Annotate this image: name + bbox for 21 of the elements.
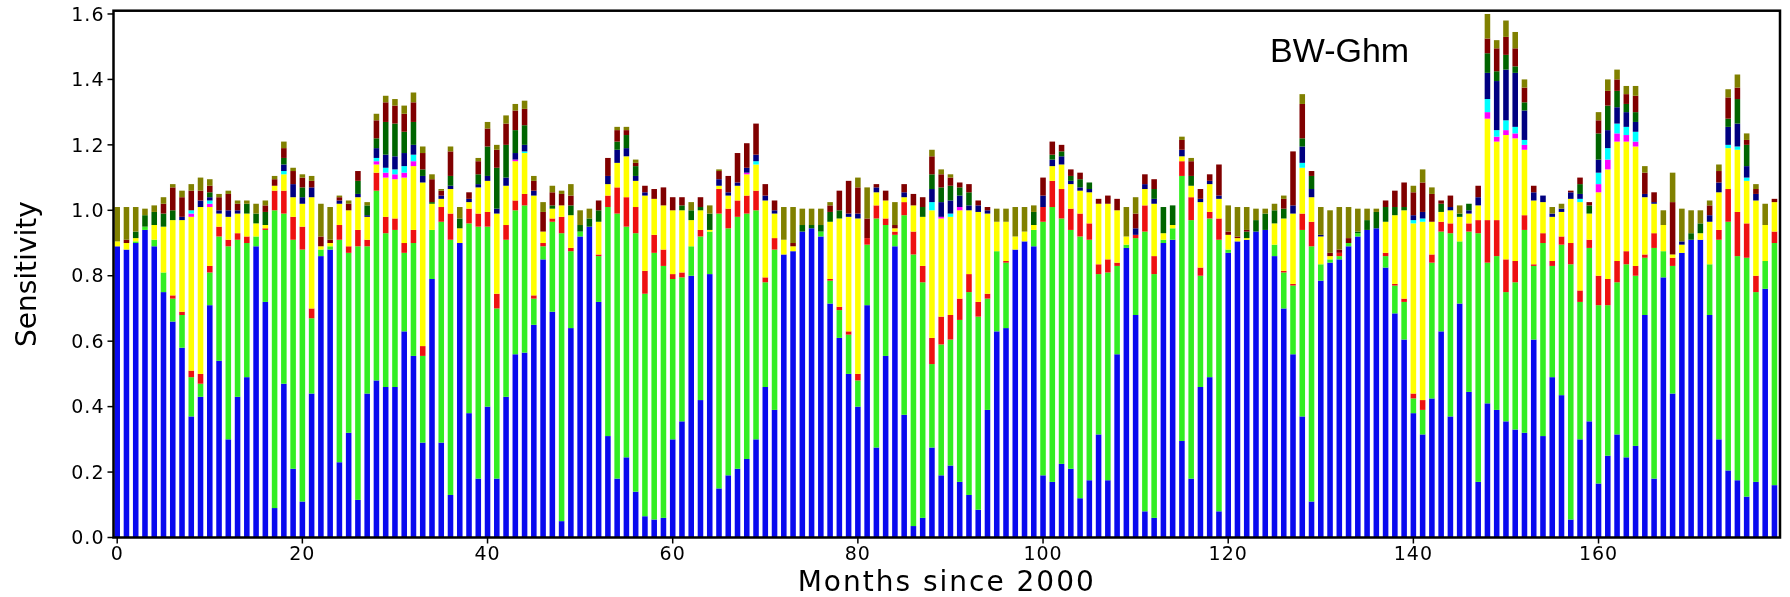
y-tick-label: 1.0	[71, 198, 105, 221]
x-tick-label: 20	[289, 541, 316, 564]
y-tick-label: 1.6	[71, 2, 105, 25]
x-tick-label: 40	[474, 541, 501, 564]
x-tick-label: 120	[1208, 541, 1248, 564]
y-axis-title: Sensitivity	[10, 201, 43, 347]
x-tick-label: 100	[1023, 541, 1063, 564]
x-tick-label: 80	[844, 541, 871, 564]
y-tick-label: 1.4	[71, 68, 105, 91]
x-axis-title: Months since 2000	[797, 565, 1096, 597]
x-tick-label: 0	[110, 541, 124, 564]
x-tick-label: 140	[1393, 541, 1433, 564]
y-tick-label: 0.0	[71, 526, 105, 549]
y-tick-label: 0.2	[71, 460, 105, 483]
x-tick-label: 60	[659, 541, 686, 564]
y-tick-label: 0.6	[71, 329, 105, 352]
x-tick-label: 160	[1578, 541, 1619, 564]
y-tick-label: 0.8	[71, 264, 105, 287]
y-tick-label: 1.2	[71, 133, 105, 156]
annotation: BW-Ghm	[1270, 31, 1410, 69]
y-tick-label: 0.4	[71, 395, 105, 418]
